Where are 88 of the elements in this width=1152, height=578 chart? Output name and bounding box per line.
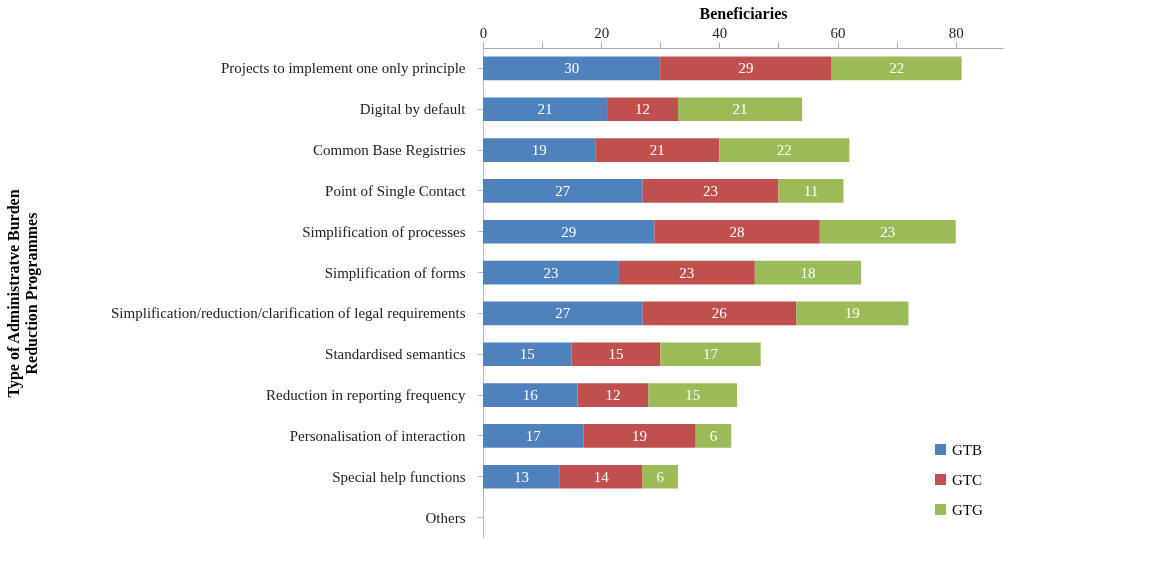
data-label: 15 [608, 346, 624, 363]
bar [583, 424, 696, 448]
y-tick-label: Point of Single Contact [325, 182, 467, 199]
y-axis-title: Type of Administratve Burden Reduction Programmes [4, 189, 41, 398]
legend-label: GTB [952, 441, 982, 458]
bar [483, 97, 608, 122]
y-tick-label: Projects to implement one only principle [220, 60, 466, 77]
bar [695, 424, 732, 448]
data-label: 6 [709, 427, 718, 444]
y-tick-label: Personalisation of interaction [289, 427, 466, 444]
data-label: 23 [703, 182, 718, 199]
data-label: 13 [513, 468, 529, 485]
data-label: 23 [679, 264, 695, 281]
y-tick-label: Reduction in reporting frequency [265, 387, 466, 404]
bar [483, 301, 643, 326]
bar [642, 464, 678, 489]
x-axis-title: Beneficiaries [699, 4, 788, 22]
y-tick-label: Others [425, 509, 466, 526]
x-tick-label: 20 [594, 24, 610, 41]
data-label: 15 [519, 346, 535, 363]
data-label: 21 [537, 101, 553, 118]
bar [483, 260, 619, 285]
bar [618, 260, 755, 285]
bar [796, 301, 909, 326]
data-label: 22 [776, 142, 792, 159]
bar [654, 219, 820, 244]
data-label: 17 [703, 346, 719, 363]
y-tick-label: Standardised semantics [325, 346, 466, 363]
data-label: 29 [738, 60, 754, 77]
bar [678, 97, 803, 122]
bar [660, 56, 832, 81]
bar [642, 301, 797, 326]
data-label: 17 [525, 427, 542, 444]
data-label: 19 [844, 305, 860, 322]
data-label: 29 [561, 223, 577, 240]
bar [648, 383, 738, 407]
bar [483, 219, 655, 244]
data-label: 30 [564, 60, 580, 77]
data-label: 15 [685, 387, 701, 404]
bar [483, 56, 661, 81]
bar [483, 342, 572, 367]
bar [483, 424, 584, 448]
bar [483, 383, 578, 407]
bar [571, 342, 661, 367]
bar [607, 97, 678, 122]
bar [819, 219, 956, 244]
data-label: 26 [711, 305, 728, 322]
data-label: 23 [880, 223, 896, 240]
y-tick-label: Common Base Registries [313, 142, 466, 159]
data-label: 14 [593, 468, 610, 485]
legend-label: GTC [952, 471, 982, 488]
data-label: 19 [531, 142, 547, 159]
data-label: 27 [555, 182, 571, 199]
bar [778, 179, 844, 203]
data-label: 6 [656, 468, 665, 485]
bar [483, 464, 560, 489]
data-label: 23 [543, 264, 559, 281]
y-tick-label: Simplification of forms [324, 264, 466, 281]
bar [559, 464, 643, 489]
data-label: 18 [800, 264, 816, 281]
data-label: 22 [889, 60, 905, 77]
y-tick-label: Simplification/reduction/clarification of legal requirements [111, 305, 466, 322]
data-label: 12 [635, 101, 651, 118]
y-tick-label: Digital by default [359, 101, 467, 118]
bar [719, 138, 850, 162]
y-tick-label: Special help functions [332, 468, 466, 485]
data-label: 27 [555, 305, 571, 322]
bar [642, 179, 779, 203]
x-tick-label: 40 [712, 24, 728, 41]
data-label: 19 [632, 427, 648, 444]
data-label: 21 [649, 142, 665, 159]
data-label: 16 [522, 387, 539, 404]
x-tick-label: 60 [830, 24, 846, 41]
legend-label: GTG [952, 501, 983, 518]
bar [754, 260, 862, 285]
data-label: 12 [605, 387, 621, 404]
bar [660, 342, 761, 367]
x-tick-label: 0 [479, 24, 488, 41]
x-tick-label: 80 [948, 24, 964, 41]
bar [483, 179, 643, 203]
bar [577, 383, 649, 407]
y-tick-label: Simplification of processes [302, 223, 466, 240]
data-label: 11 [803, 182, 819, 199]
bar [483, 138, 596, 162]
bar [831, 56, 962, 81]
data-label: 21 [732, 101, 748, 118]
data-label: 28 [729, 223, 745, 240]
bar [595, 138, 720, 162]
